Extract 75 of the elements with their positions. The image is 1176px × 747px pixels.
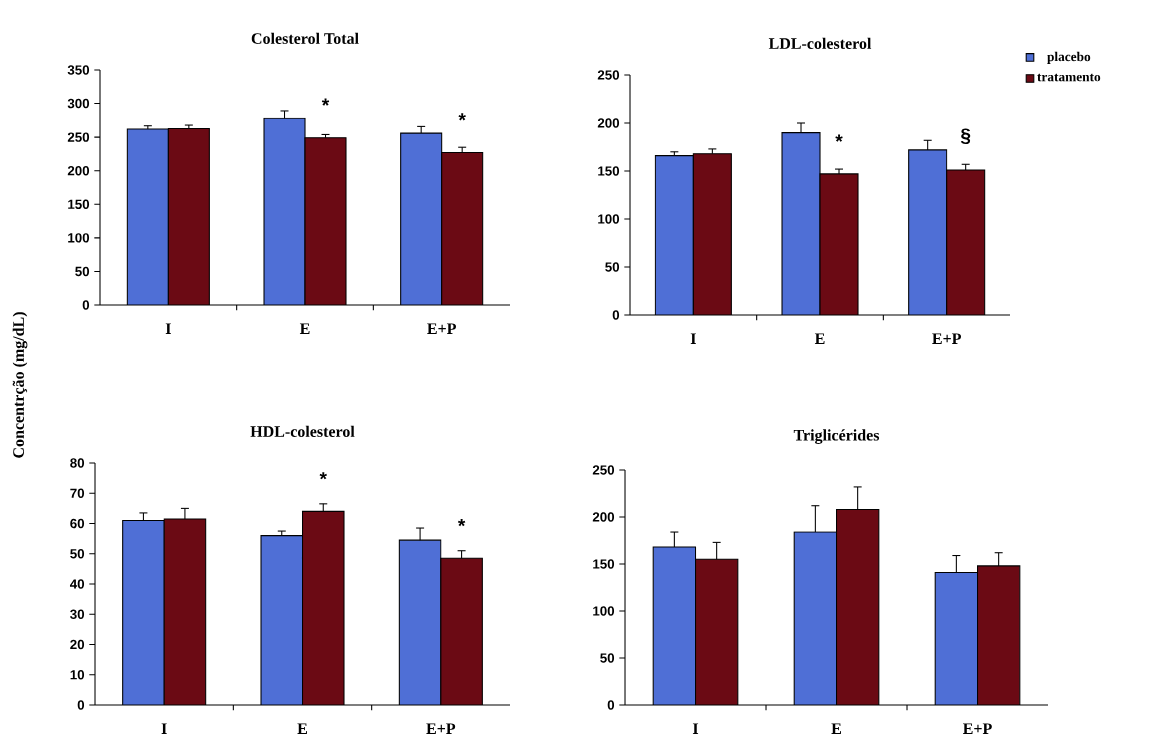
bar <box>168 128 210 305</box>
y-tick-label: 0 <box>612 310 620 320</box>
bar <box>164 518 206 705</box>
annotation: * <box>319 472 327 480</box>
bar <box>908 149 948 315</box>
y-tick-label: 150 <box>593 559 615 569</box>
bar <box>946 169 986 315</box>
y-tick-label: 60 <box>70 518 85 529</box>
bar <box>653 547 696 705</box>
chart-title: LDL-colesterol <box>768 37 872 49</box>
y-tick-label: 50 <box>75 266 90 277</box>
y-tick-label: 20 <box>70 639 85 650</box>
bar <box>836 509 879 705</box>
bar <box>440 557 483 705</box>
chart-title: HDL-colesterol <box>250 425 355 437</box>
y-tick-label: 250 <box>67 132 90 142</box>
bar <box>655 155 694 315</box>
legend-label: placebo <box>1047 51 1091 64</box>
x-tick-label: E <box>831 723 842 734</box>
y-tick-label: 70 <box>70 488 85 498</box>
y-tick-label: 250 <box>592 465 615 475</box>
y-tick-label: 0 <box>82 300 90 310</box>
annotation: * <box>458 113 466 121</box>
annotation: § <box>960 128 971 144</box>
bar <box>441 152 484 305</box>
x-tick-label: E <box>814 333 825 344</box>
y-tick-label: 10 <box>70 670 85 680</box>
bar <box>305 137 347 305</box>
y-tick-label: 50 <box>605 262 620 272</box>
bar <box>976 565 1021 705</box>
annotation: * <box>457 519 466 527</box>
y-tick-label: 100 <box>593 606 615 616</box>
x-tick-label: E+P <box>427 323 457 334</box>
bar <box>782 132 821 315</box>
y-tick-label: 150 <box>598 166 620 176</box>
bar <box>400 132 443 305</box>
x-tick-label: E <box>299 323 310 334</box>
bar <box>820 173 859 315</box>
x-tick-label: I <box>161 723 167 734</box>
annotation: * <box>835 134 843 142</box>
bar <box>794 532 837 705</box>
bar <box>127 129 169 305</box>
y-tick-label: 50 <box>70 549 85 559</box>
chart-title: Triglicérides <box>793 429 880 444</box>
y-axis-title: Concentrção (mg/dL) <box>12 312 28 458</box>
bar <box>934 571 979 705</box>
y-tick-label: 350 <box>67 65 90 75</box>
y-tick-label: 80 <box>70 458 85 468</box>
annotation: * <box>321 98 330 106</box>
chart-title: Colesterol Total <box>251 32 359 44</box>
y-tick-label: 200 <box>67 166 90 176</box>
legend-label: tratamento <box>1037 73 1101 82</box>
y-tick-label: 100 <box>68 233 90 243</box>
y-tick-label: 300 <box>67 98 90 109</box>
bar <box>302 511 344 705</box>
x-tick-label: E+P <box>426 723 456 734</box>
y-tick-label: 200 <box>592 512 615 522</box>
y-tick-label: 0 <box>607 700 615 710</box>
bar <box>693 153 732 315</box>
x-tick-label: E+P <box>932 333 962 344</box>
x-tick-label: I <box>692 723 699 734</box>
bar <box>264 118 306 305</box>
y-tick-label: 30 <box>70 609 85 619</box>
y-tick-label: 0 <box>77 700 85 710</box>
y-tick-label: 100 <box>598 214 620 224</box>
x-tick-label: I <box>165 323 171 334</box>
x-tick-label: I <box>690 333 696 344</box>
x-tick-label: E+P <box>963 723 992 734</box>
y-tick-label: 50 <box>600 653 615 663</box>
y-tick-label: 250 <box>597 70 620 80</box>
x-tick-label: E <box>297 723 308 734</box>
y-tick-label: 40 <box>69 579 85 589</box>
y-tick-label: 200 <box>597 118 620 128</box>
y-tick-label: 150 <box>68 199 90 209</box>
bar <box>695 559 738 705</box>
